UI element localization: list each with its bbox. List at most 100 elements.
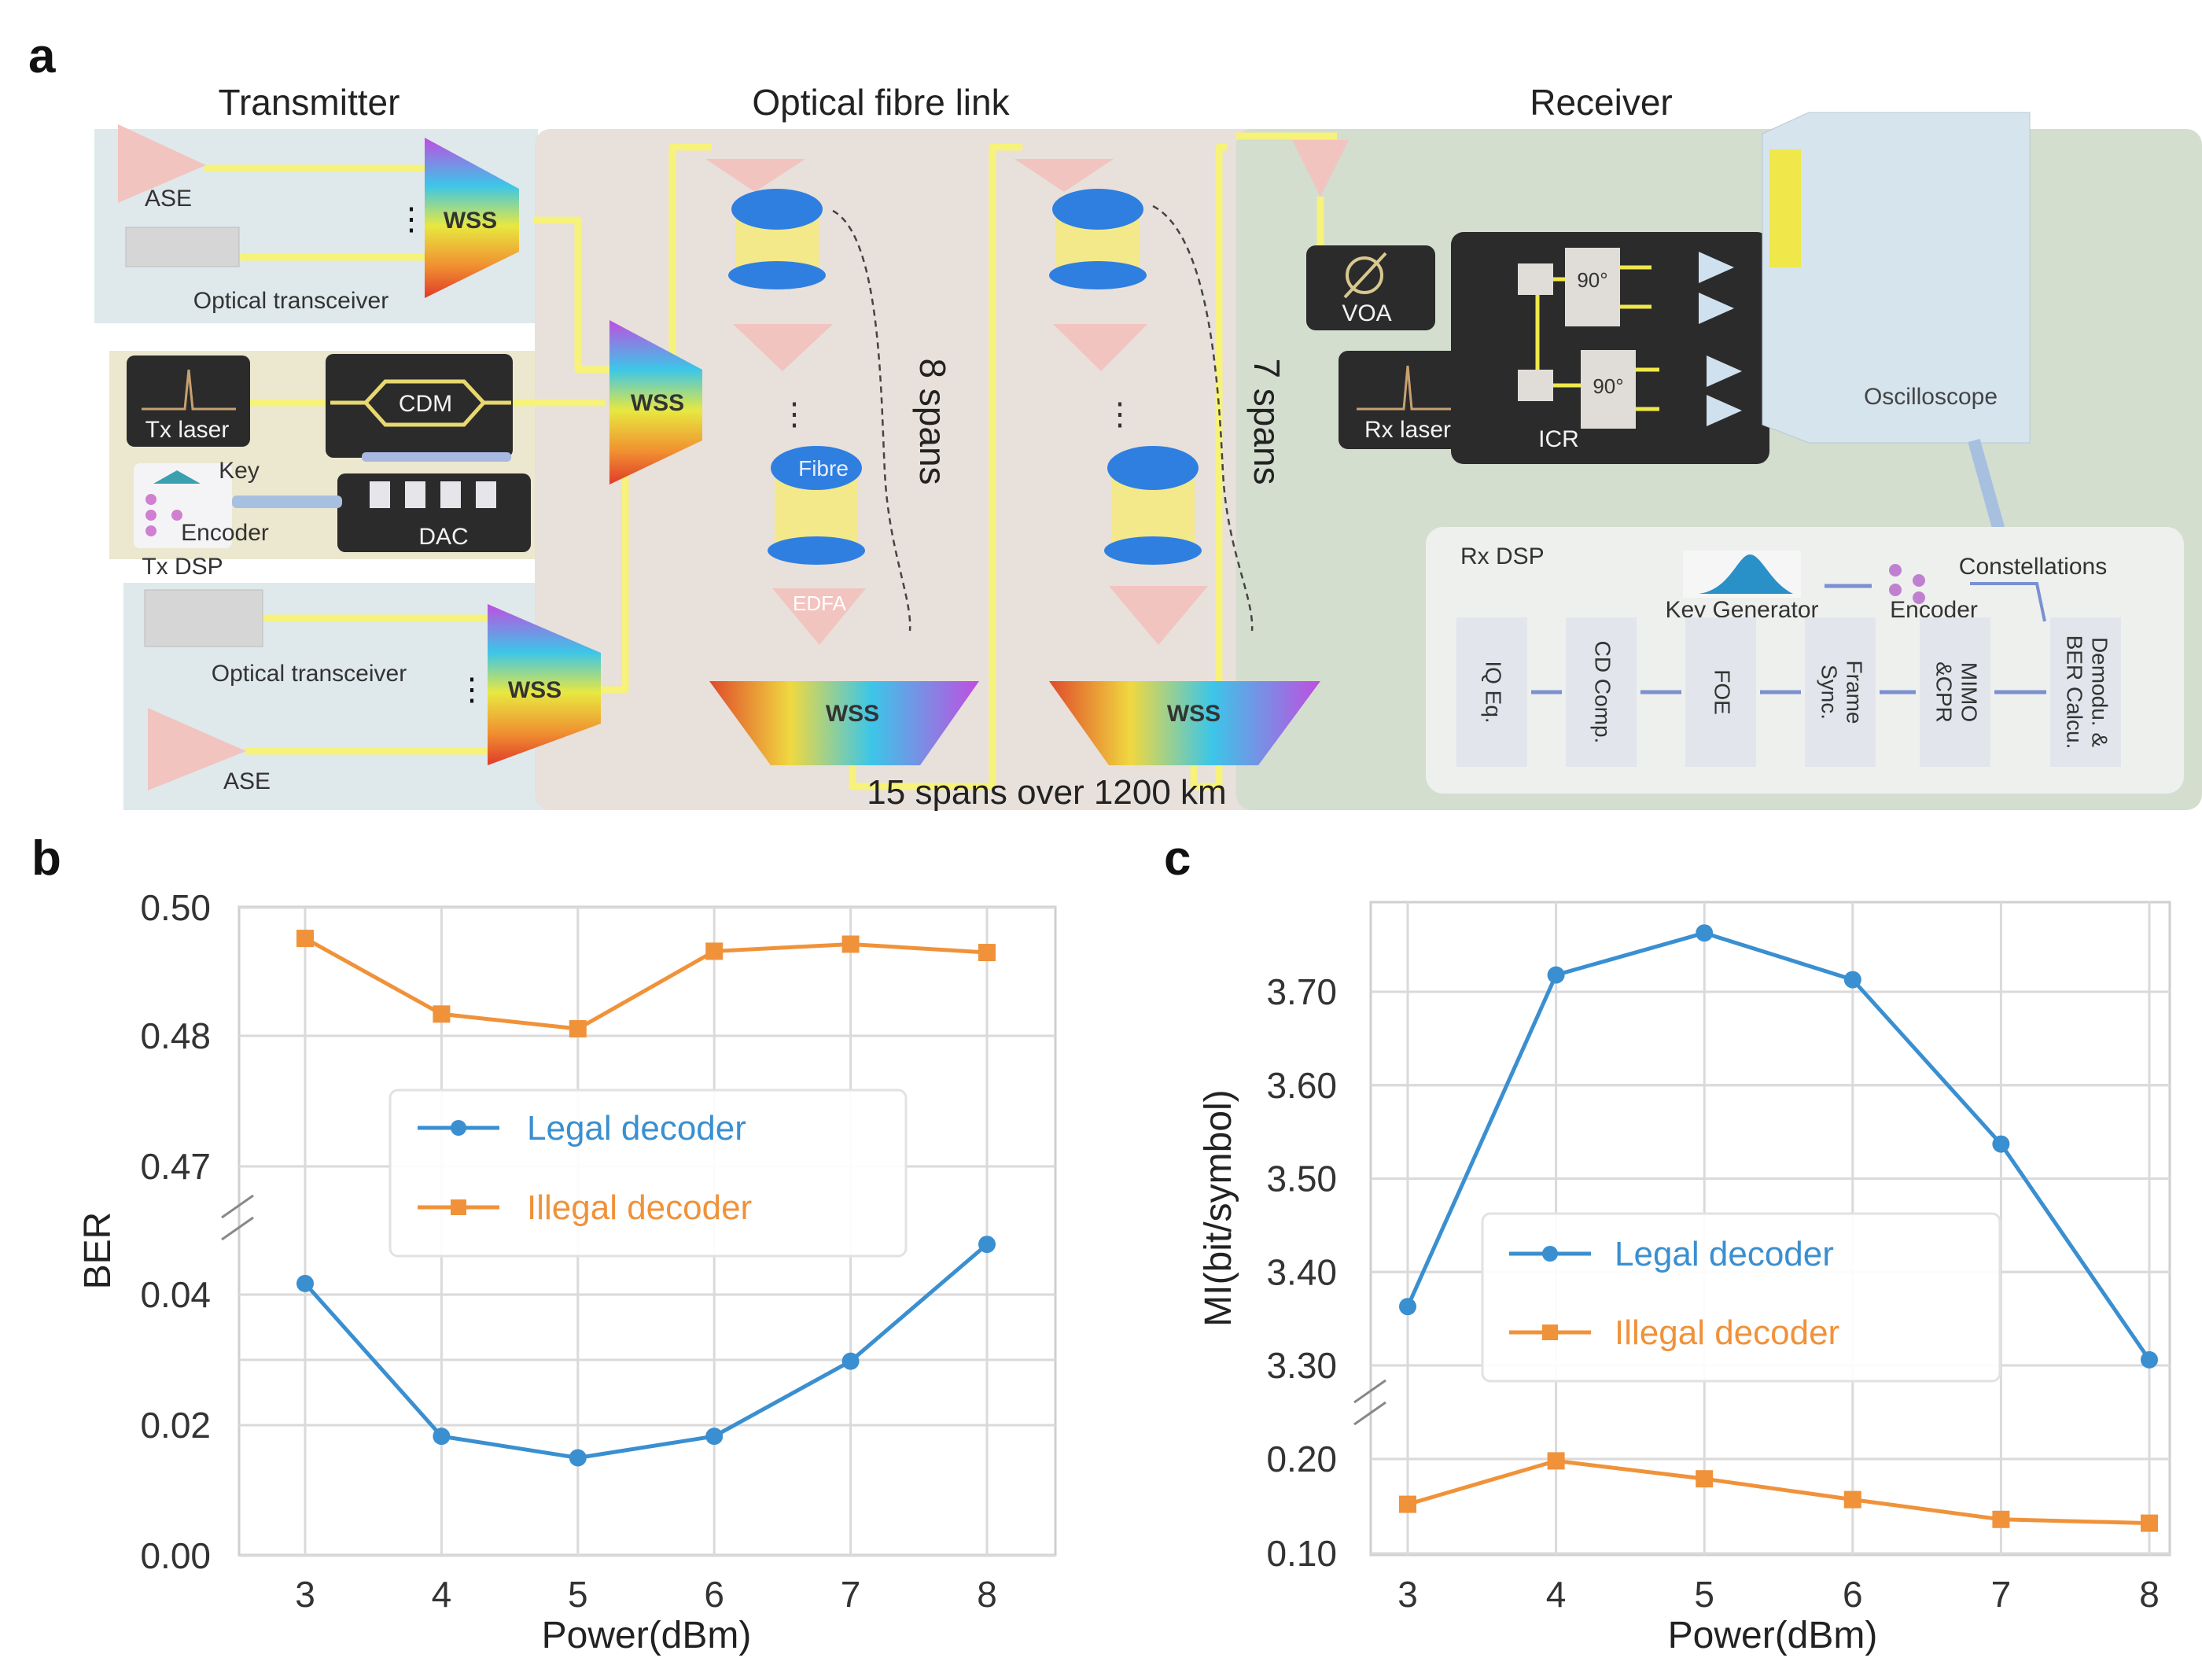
dsp-block-label: MIMO xyxy=(1957,662,1982,722)
rx-laser-box xyxy=(1339,351,1475,449)
wss-demux-icon xyxy=(709,681,979,765)
dsp-block xyxy=(1920,617,1990,767)
wss-b-label: WSS xyxy=(1167,701,1221,727)
dsp-block-label: CD Comp. xyxy=(1591,641,1615,744)
x-tick-label: 6 xyxy=(704,1574,724,1615)
y-tick-label: 3.40 xyxy=(1266,1251,1337,1292)
dsp-block xyxy=(1805,617,1876,767)
oscilloscope-icon xyxy=(1762,112,2031,444)
y-tick-label: 0.47 xyxy=(140,1146,211,1187)
pre-amplifier-icon xyxy=(1292,140,1349,197)
chart-mi: 3 4 5 6 7 8 3.30 3.40 3.50 3.60 3.70 0.10 0.20 Power(… xyxy=(1198,901,2171,1656)
axis-break-mark xyxy=(1353,1379,1386,1404)
tx-dsp-label: Tx DSP xyxy=(142,554,223,580)
dsp-block xyxy=(1456,617,1527,767)
data-point-legal xyxy=(2141,1350,2158,1369)
data-point-illegal xyxy=(2141,1514,2158,1532)
axis-break-mark xyxy=(221,1194,254,1219)
x-tick-label: 7 xyxy=(1991,1574,2012,1615)
transceiver-top-label: Optical transceiver xyxy=(193,288,388,314)
fibre-spool-icon xyxy=(1107,446,1199,490)
wss-icon xyxy=(488,604,601,765)
more-inputs-dots-icon: ⋮ xyxy=(396,202,427,237)
encoder-label: Encoder xyxy=(181,520,269,546)
series-line-legal xyxy=(1405,930,2152,1361)
x-tick-label: 5 xyxy=(1694,1574,1714,1615)
x-tick-label: 3 xyxy=(295,1574,315,1615)
edfa-icon xyxy=(1053,324,1147,371)
y-tick-label: 0.04 xyxy=(140,1274,211,1315)
panel-a: a Transmitter Optical fibre link Receive… xyxy=(28,29,2202,812)
series-line-legal xyxy=(304,1243,989,1461)
oscilloscope-screen xyxy=(1769,149,1801,267)
legend-label: Legal decoder xyxy=(527,1109,746,1148)
ase-amplifier-icon xyxy=(148,708,246,790)
legend-box xyxy=(388,1089,908,1258)
more-inputs-dots-icon: ⋮ xyxy=(456,672,488,707)
x-tick-label: 8 xyxy=(977,1574,997,1615)
rx-dsp-label: Rx DSP xyxy=(1460,543,1545,569)
section-title-transmitter: Transmitter xyxy=(219,82,400,123)
attenuator-slash xyxy=(1343,252,1387,299)
optical-transceiver-icon xyxy=(144,589,263,647)
more-spans-dots-icon: ⋮ xyxy=(1104,397,1136,432)
x-axis-label: Power(dBm) xyxy=(1668,1615,1878,1656)
dsp-block xyxy=(1566,617,1637,767)
dsp-block-label: Demodu. & xyxy=(2088,637,2112,747)
y-axis-label: MI(bit/symbol) xyxy=(1198,1089,1239,1326)
data-point-legal xyxy=(1696,924,1714,942)
data-point-illegal xyxy=(1696,1470,1714,1488)
fibre-spool-base xyxy=(768,536,865,565)
key-distribution-icon xyxy=(1699,554,1793,594)
data-point-legal xyxy=(296,1274,314,1292)
dsp-block-label: &CPR xyxy=(1932,661,1957,723)
y-axis-label: BER xyxy=(77,1212,119,1290)
neural-network-icon xyxy=(145,494,182,536)
dsp-block-label: IQ Eq. xyxy=(1482,661,1506,723)
laser-spectrum-icon xyxy=(142,369,236,411)
transceiver-bottom-label: Optical transceiver xyxy=(212,661,407,687)
y-tick-label: 0.02 xyxy=(140,1405,211,1446)
rx-laser-label: Rx laser xyxy=(1364,417,1451,443)
chart-ber: 3 4 5 6 7 8 0.47 0.48 0.50 0.00 0.02 0.04 Power(dBm)… xyxy=(77,887,1057,1656)
span-column-2: ⋮ WSS 7 spans xyxy=(1014,159,1320,765)
y-tick-label: 3.50 xyxy=(1266,1159,1337,1199)
data-point-illegal xyxy=(1992,1510,2010,1528)
wss-demux-icon xyxy=(1049,681,1320,765)
wss-a-label: WSS xyxy=(826,701,879,727)
dsp-block-label: BER Calcu. xyxy=(2063,636,2087,750)
x-tick-label: 4 xyxy=(432,1574,452,1615)
dac-label: DAC xyxy=(418,524,468,550)
data-point-legal xyxy=(1843,971,1861,989)
link-summary-label: 15 spans over 1200 km xyxy=(867,773,1226,812)
axis-break-mark xyxy=(1353,1401,1386,1426)
legend-label: Illegal decoder xyxy=(527,1188,752,1227)
series-line-illegal xyxy=(1407,1458,2150,1526)
hybrid-90-icon xyxy=(1581,350,1636,429)
edfa-icon xyxy=(1014,159,1114,192)
data-point-legal xyxy=(569,1449,587,1467)
section-title-link: Optical fibre link xyxy=(752,82,1010,123)
data-point-legal xyxy=(705,1428,724,1446)
wss-mux-label: WSS xyxy=(631,390,684,416)
data-point-legal xyxy=(1547,966,1565,984)
voa-label: VOA xyxy=(1342,300,1391,326)
arrow-icon xyxy=(1970,582,2046,622)
panel-label-c: c xyxy=(1164,831,1191,886)
edfa-label: EDFA xyxy=(793,591,847,615)
x-tick-label: 7 xyxy=(841,1574,861,1615)
edfa-icon xyxy=(1109,586,1208,645)
data-point-illegal xyxy=(296,930,314,948)
legend-marker xyxy=(451,1120,466,1136)
legend-label: Legal decoder xyxy=(1615,1235,1834,1273)
data-point-illegal xyxy=(1399,1495,1416,1513)
span-brace xyxy=(1152,204,1254,632)
data-point-illegal xyxy=(841,935,860,953)
more-spans-dots-icon: ⋮ xyxy=(779,397,810,432)
cdm-label: CDM xyxy=(399,391,452,417)
key-label: Key xyxy=(219,458,260,484)
photodetector-icons xyxy=(1699,252,1742,426)
legend-label: Illegal decoder xyxy=(1615,1313,1839,1352)
oscilloscope-label: Oscilloscope xyxy=(1864,384,1998,410)
